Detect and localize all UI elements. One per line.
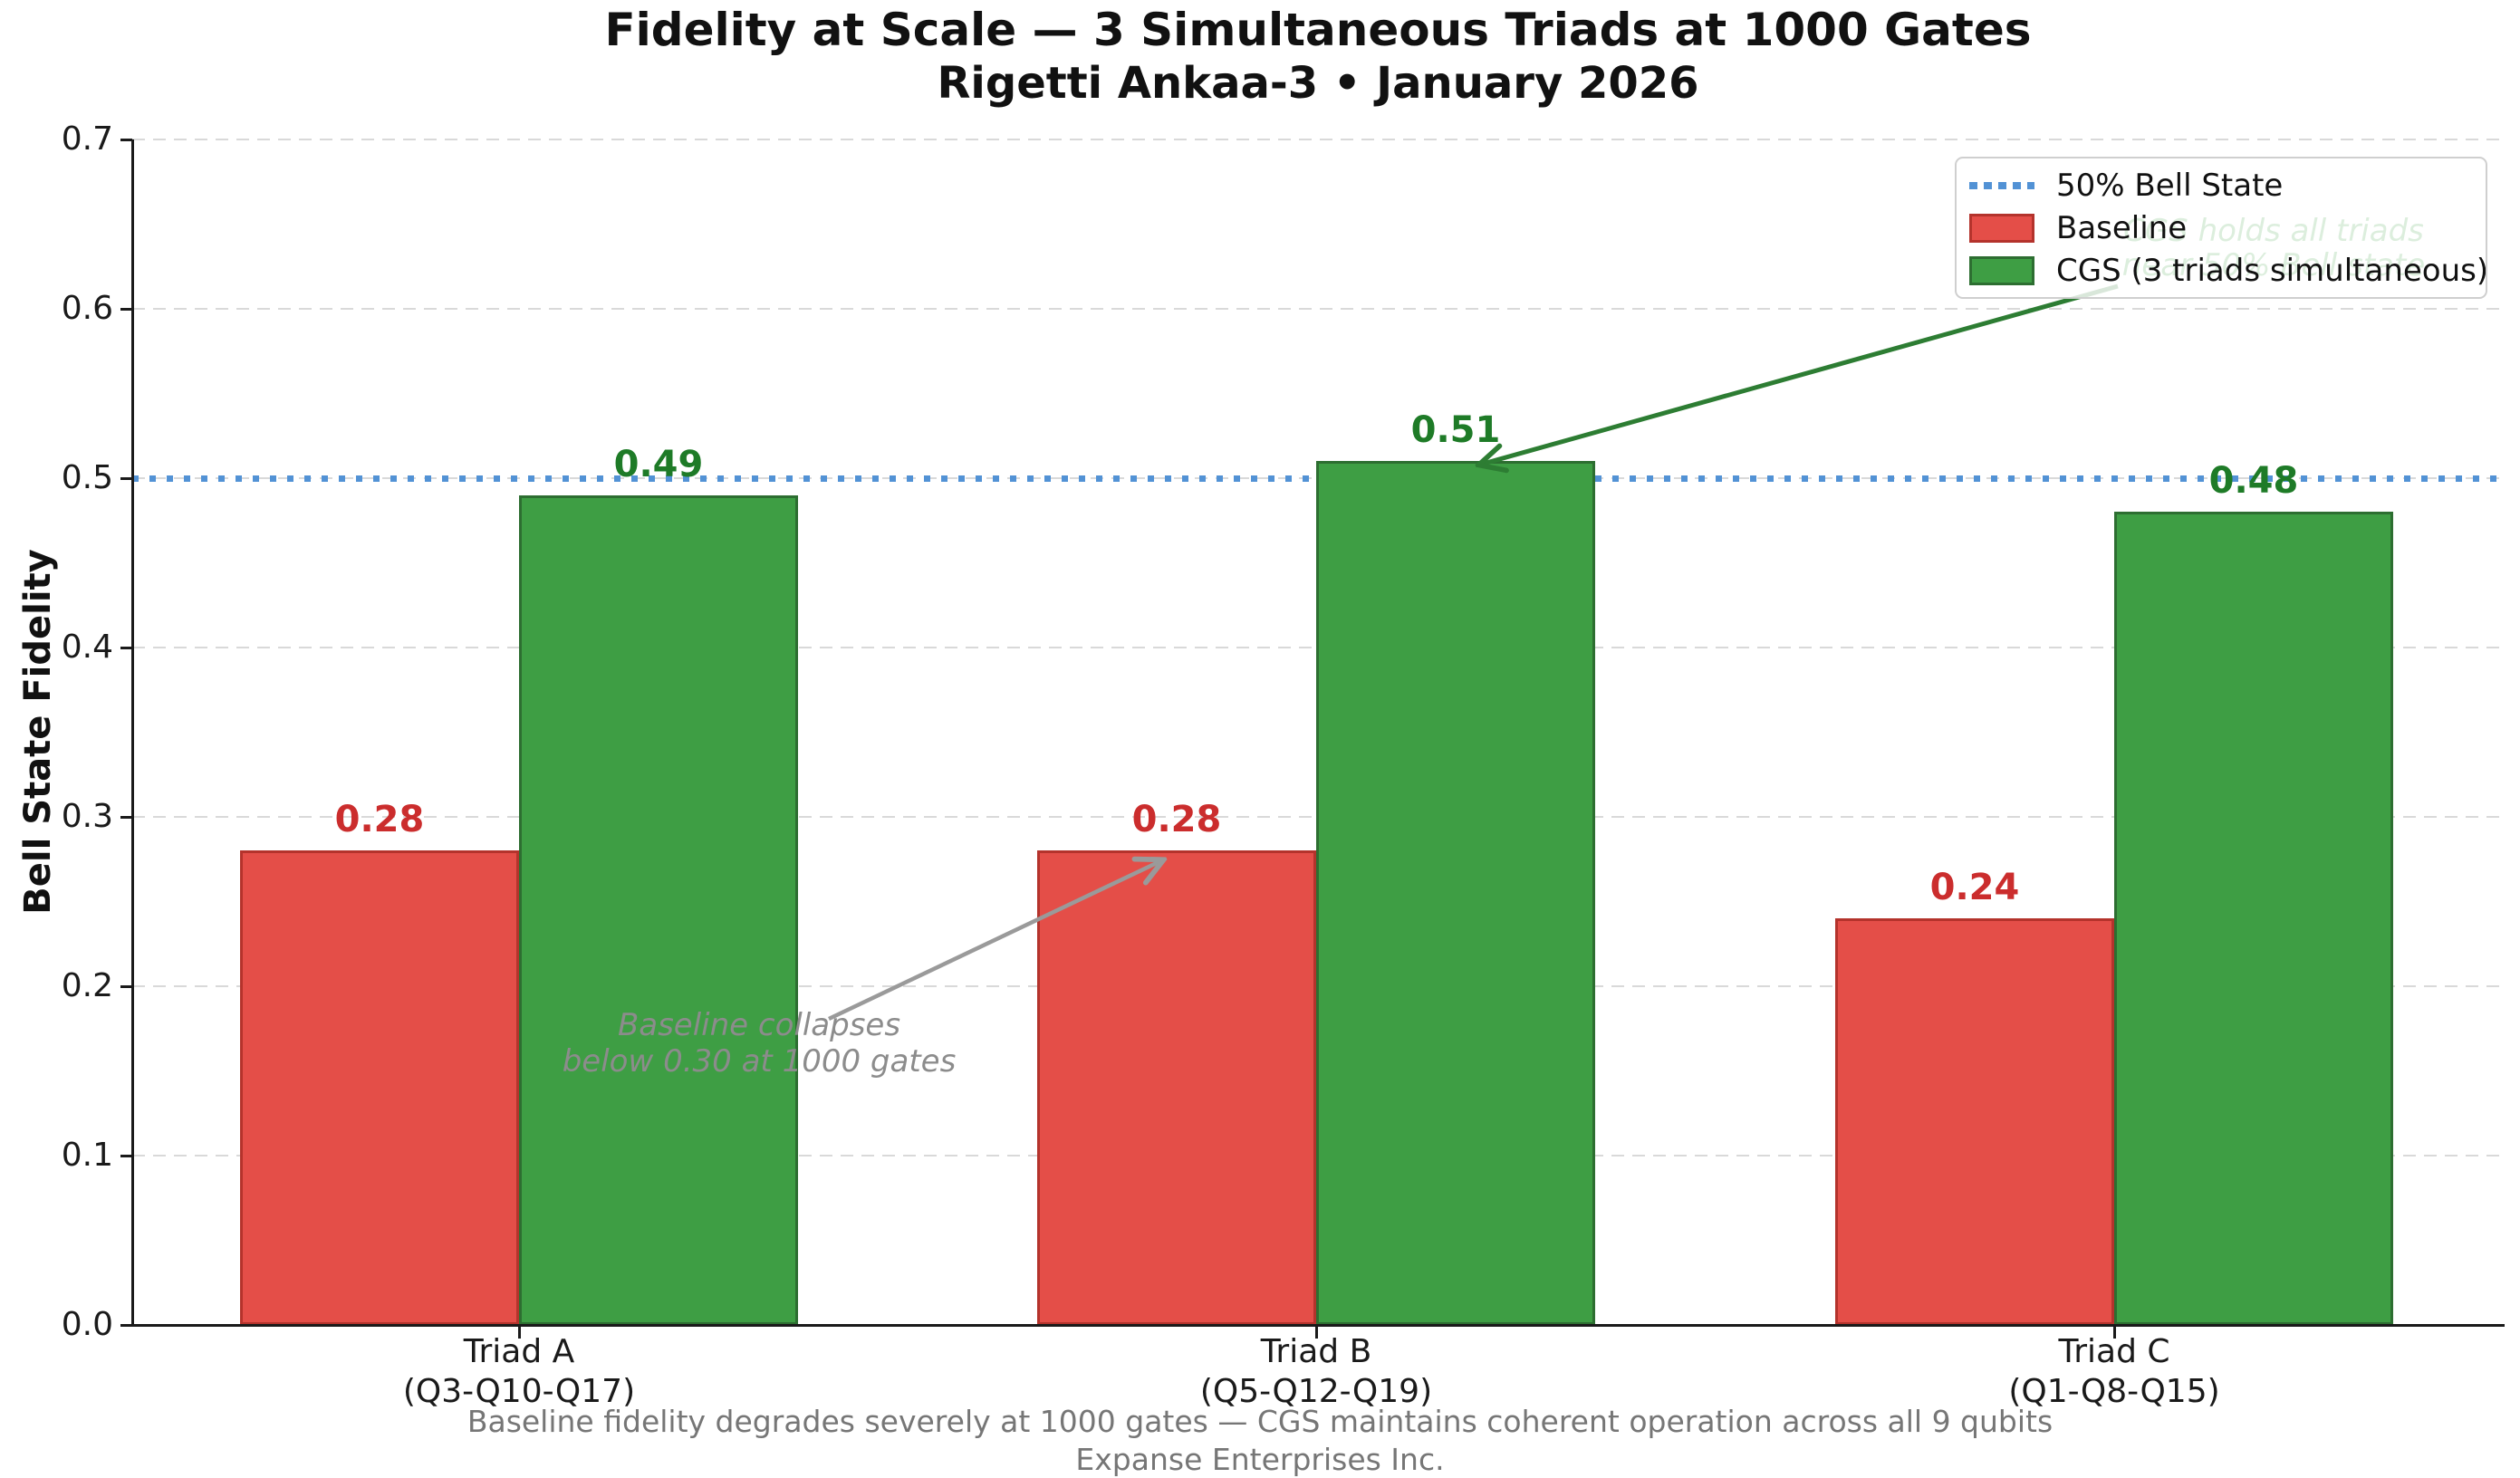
annotation-line: Baseline collapses [617, 1007, 901, 1043]
gridline [132, 139, 2504, 140]
legend-swatch-baseline [1969, 213, 2034, 243]
footnote-company: Expanse Enterprises Inc. [1075, 1442, 1445, 1477]
baseline-bar-triad-a [240, 850, 519, 1325]
y-tick-label: 0.0 [61, 1306, 113, 1343]
category-label: Triad C [2058, 1333, 2170, 1370]
category-qubits: (Q3-Q10-Q17) [402, 1373, 636, 1410]
x-tick-mark [2113, 1327, 2116, 1339]
y-tick-mark [120, 308, 132, 311]
legend-label-baseline: Baseline [2056, 209, 2188, 246]
y-tick-label: 0.7 [61, 120, 113, 158]
legend-item-reference-line: 50% Bell State [1969, 165, 2486, 206]
bar-value-label: 0.24 [1929, 867, 2020, 909]
gridline [132, 308, 2504, 310]
y-tick-mark [120, 816, 132, 819]
bar-value-label: 0.49 [613, 443, 704, 485]
chart-subtitle: Rigetti Ankaa-3 • January 2026 [937, 58, 1699, 109]
x-tick-label: Triad B (Q5-Q12-Q19) [1126, 1332, 1506, 1412]
plot-area: 0.28 0.28 0.24 0.49 0.51 0.48 [132, 139, 2504, 1325]
legend-swatch-cgs [1969, 255, 2034, 285]
y-tick-mark [120, 477, 132, 480]
footnote-caption: Baseline fidelity degrades severely at 1… [466, 1404, 2054, 1439]
reference-line-sample [1969, 181, 2034, 189]
cgs-bar-triad-c [2114, 512, 2393, 1325]
y-tick-mark [120, 1324, 132, 1327]
legend-label-reference-line: 50% Bell State [2056, 167, 2284, 204]
category-qubits: (Q5-Q12-Q19) [1199, 1373, 1433, 1410]
legend-item-baseline: Baseline [1969, 207, 2486, 249]
y-tick-label: 0.4 [61, 629, 113, 666]
legend-label-cgs: CGS (3 triads simultaneous) [2056, 252, 2487, 289]
y-tick-mark [120, 139, 132, 141]
y-tick-label: 0.1 [61, 1137, 113, 1174]
y-tick-mark [120, 647, 132, 649]
annotation-baseline-collapse: Baseline collapses below 0.30 at 1000 gat… [563, 1007, 957, 1080]
bar-value-label: 0.28 [1131, 799, 1222, 841]
x-tick-label: Triad C (Q1-Q8-Q15) [1924, 1332, 2304, 1412]
y-tick-label: 0.6 [61, 290, 113, 327]
x-tick-mark [518, 1327, 521, 1339]
cgs-bar-triad-b [1316, 461, 1595, 1325]
y-tick-mark [120, 1155, 132, 1157]
category-label: Triad B [1260, 1333, 1372, 1370]
y-tick-label: 0.3 [61, 798, 113, 835]
baseline-bar-triad-c [1835, 918, 2114, 1325]
chart-title: Fidelity at Scale — 3 Simultaneous Triad… [604, 4, 2032, 56]
legend: 50% Bell State Baseline CGS (3 triads simu… [1955, 157, 2487, 299]
bar-value-label: 0.28 [334, 799, 425, 841]
bar-value-label: 0.51 [1410, 409, 1501, 452]
y-tick-label: 0.5 [61, 459, 113, 496]
category-label: Triad A [463, 1333, 575, 1370]
legend-item-cgs: CGS (3 triads simultaneous) [1969, 250, 2486, 292]
baseline-bar-triad-b [1037, 850, 1316, 1325]
annotation-line: below 0.30 at 1000 gates [562, 1043, 957, 1080]
y-tick-mark [120, 985, 132, 988]
y-axis-spine [131, 139, 134, 1327]
x-axis-spine [131, 1324, 2505, 1327]
x-tick-mark [1315, 1327, 1318, 1339]
y-tick-label: 0.2 [61, 967, 113, 1004]
x-tick-label: Triad A (Q3-Q10-Q17) [329, 1332, 709, 1412]
cgs-bar-triad-a [519, 494, 798, 1325]
category-qubits: (Q1-Q8-Q15) [2008, 1373, 2220, 1410]
bar-value-label: 0.48 [2208, 460, 2299, 503]
